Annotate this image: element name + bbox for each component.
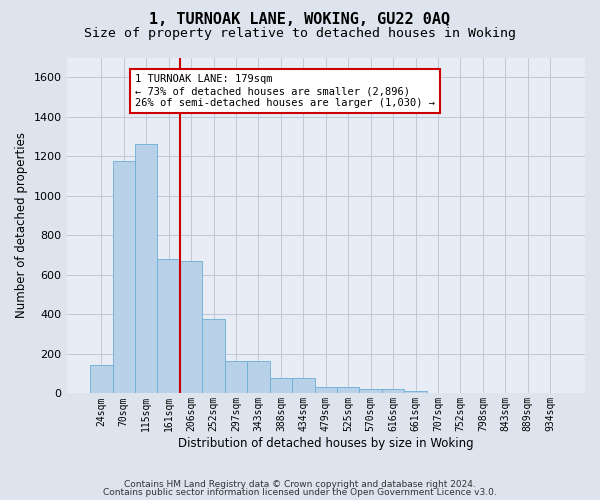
Text: Contains public sector information licensed under the Open Government Licence v3: Contains public sector information licen… bbox=[103, 488, 497, 497]
Text: Size of property relative to detached houses in Woking: Size of property relative to detached ho… bbox=[84, 28, 516, 40]
Bar bbox=[247, 361, 269, 394]
Bar bbox=[225, 361, 247, 394]
Y-axis label: Number of detached properties: Number of detached properties bbox=[15, 132, 28, 318]
Bar bbox=[314, 386, 337, 394]
Bar bbox=[359, 390, 382, 394]
Bar bbox=[202, 320, 225, 394]
Bar bbox=[337, 388, 359, 394]
Text: 1, TURNOAK LANE, WOKING, GU22 0AQ: 1, TURNOAK LANE, WOKING, GU22 0AQ bbox=[149, 12, 451, 28]
X-axis label: Distribution of detached houses by size in Woking: Distribution of detached houses by size … bbox=[178, 437, 473, 450]
Bar bbox=[180, 261, 202, 394]
Bar bbox=[90, 365, 113, 394]
Bar bbox=[404, 392, 427, 394]
Bar bbox=[292, 378, 314, 394]
Bar bbox=[157, 259, 180, 394]
Bar bbox=[269, 378, 292, 394]
Bar bbox=[113, 161, 135, 394]
Text: Contains HM Land Registry data © Crown copyright and database right 2024.: Contains HM Land Registry data © Crown c… bbox=[124, 480, 476, 489]
Bar bbox=[382, 390, 404, 394]
Bar bbox=[135, 144, 157, 394]
Text: 1 TURNOAK LANE: 179sqm
← 73% of detached houses are smaller (2,896)
26% of semi-: 1 TURNOAK LANE: 179sqm ← 73% of detached… bbox=[135, 74, 435, 108]
